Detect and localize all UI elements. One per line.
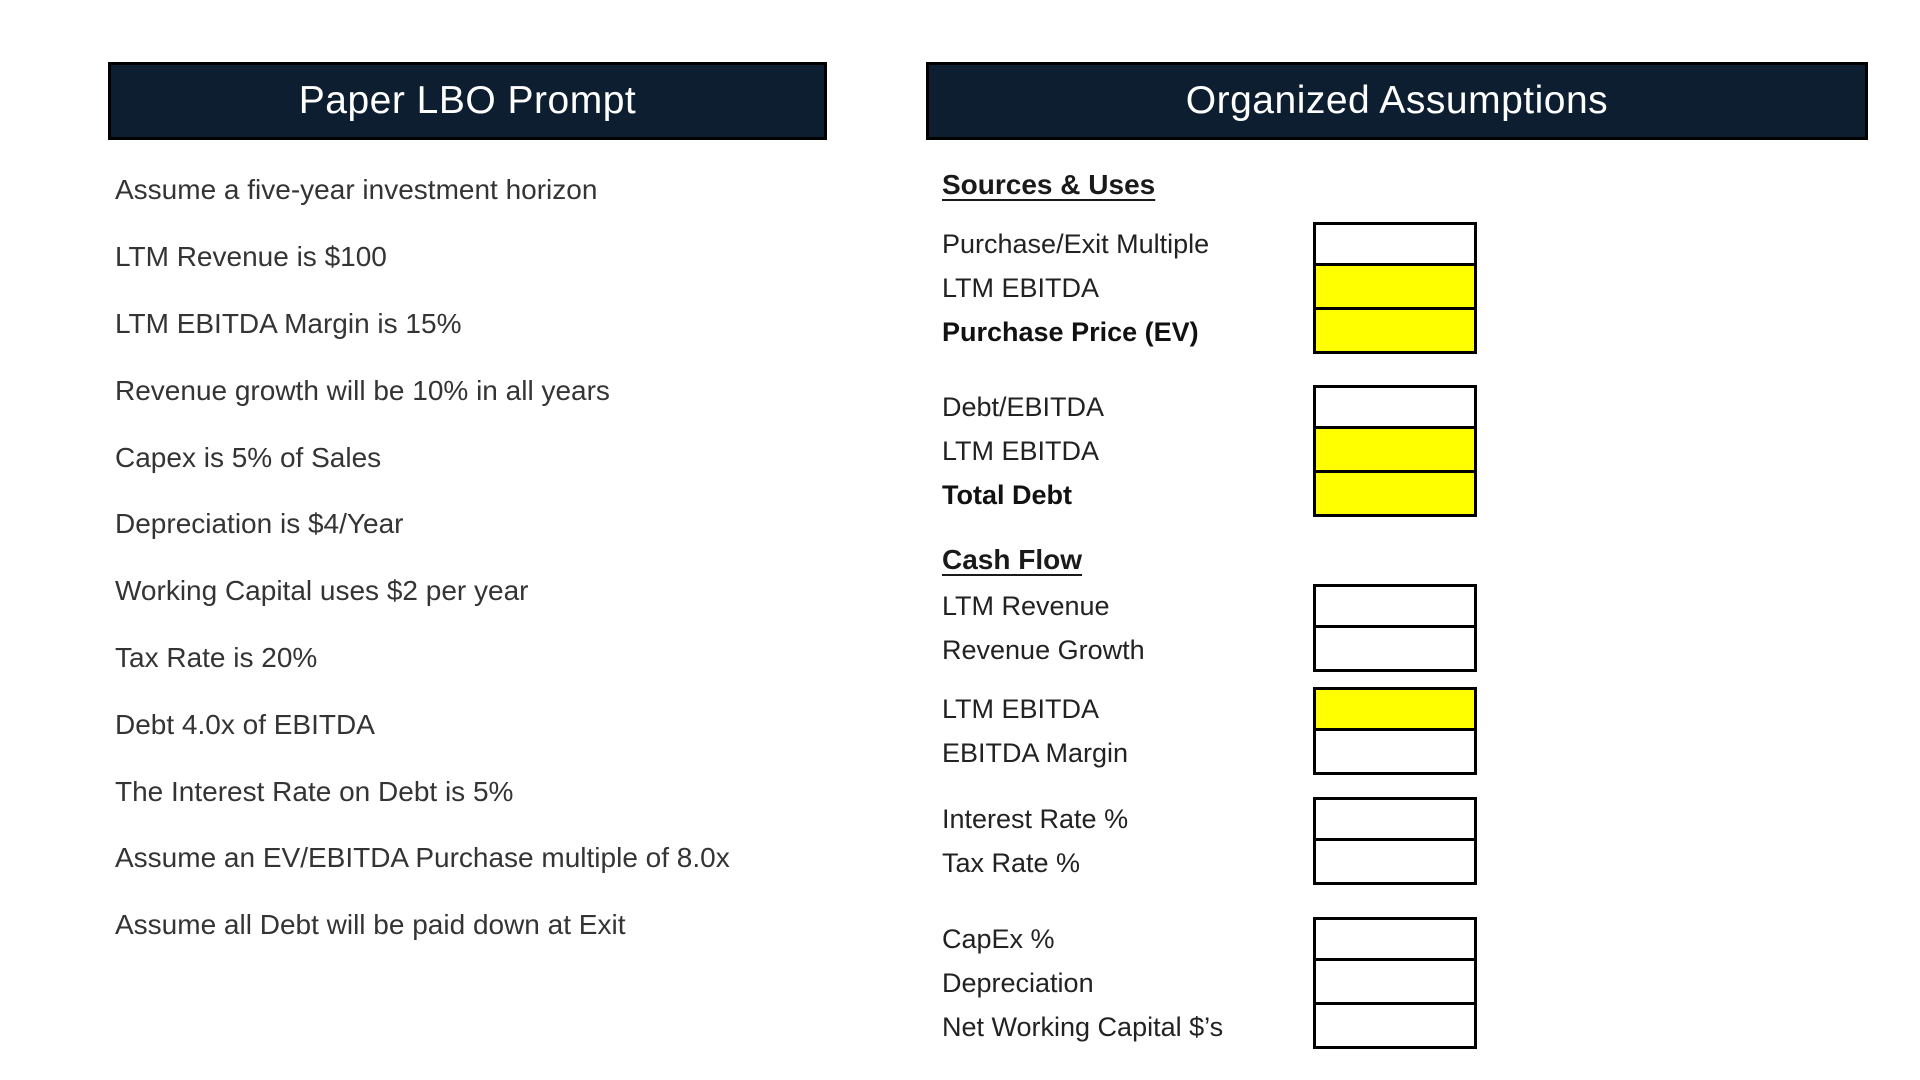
assumption-label: Total Debt bbox=[942, 479, 1072, 510]
cell-ltm-revenue[interactable] bbox=[1313, 584, 1477, 628]
assumption-label: Debt/EBITDA bbox=[942, 391, 1105, 422]
left-panel-title: Paper LBO Prompt bbox=[298, 79, 637, 122]
assumption-label: Interest Rate % bbox=[942, 803, 1129, 834]
label-column: Debt/EBITDA LTM EBITDA Total Debt bbox=[942, 385, 1313, 517]
cell-interest-rate[interactable] bbox=[1313, 797, 1477, 841]
prompt-item: Depreciation is $4/Year bbox=[115, 508, 404, 540]
assumption-group-ebitda: LTM EBITDA EBITDA Margin bbox=[942, 687, 1477, 775]
assumption-label: Tax Rate % bbox=[942, 847, 1081, 878]
cell-column bbox=[1313, 687, 1477, 775]
assumption-group-revenue: LTM Revenue Revenue Growth bbox=[942, 584, 1477, 672]
cell-ltm-ebitda-cashflow[interactable] bbox=[1313, 687, 1477, 731]
label-column: LTM EBITDA EBITDA Margin bbox=[942, 687, 1313, 775]
assumption-label: LTM EBITDA bbox=[942, 693, 1100, 724]
prompt-item: Working Capital uses $2 per year bbox=[115, 575, 529, 607]
cell-column bbox=[1313, 917, 1477, 1049]
cell-ebitda-margin[interactable] bbox=[1313, 731, 1477, 775]
assumption-group-debt: Debt/EBITDA LTM EBITDA Total Debt bbox=[942, 385, 1477, 517]
assumption-group-purchase: Purchase/Exit Multiple LTM EBITDA Purcha… bbox=[942, 222, 1477, 354]
cell-revenue-growth[interactable] bbox=[1313, 628, 1477, 672]
cell-ltm-ebitda-sources[interactable] bbox=[1313, 266, 1477, 310]
prompt-item: Assume a five-year investment horizon bbox=[115, 174, 598, 206]
cell-debt-ebitda[interactable] bbox=[1313, 385, 1477, 429]
label-column: CapEx % Depreciation Net Working Capital… bbox=[942, 917, 1313, 1049]
section-heading-sources-uses: Sources & Uses bbox=[942, 169, 1156, 200]
prompt-item: Capex is 5% of Sales bbox=[115, 441, 382, 473]
cell-total-debt[interactable] bbox=[1313, 473, 1477, 517]
assumption-label: LTM EBITDA bbox=[942, 435, 1100, 466]
cell-capex-percent[interactable] bbox=[1313, 917, 1477, 961]
assumption-label: LTM Revenue bbox=[942, 590, 1110, 621]
label-column: Interest Rate % Tax Rate % bbox=[942, 797, 1313, 885]
label-column: Purchase/Exit Multiple LTM EBITDA Purcha… bbox=[942, 222, 1313, 354]
prompt-item: Assume an EV/EBITDA Purchase multiple of… bbox=[115, 842, 730, 874]
assumption-group-rates: Interest Rate % Tax Rate % bbox=[942, 797, 1477, 885]
cell-purchase-exit-multiple[interactable] bbox=[1313, 222, 1477, 266]
label-column: LTM Revenue Revenue Growth bbox=[942, 584, 1313, 672]
cell-ltm-ebitda-debt[interactable] bbox=[1313, 429, 1477, 473]
assumption-group-capex: CapEx % Depreciation Net Working Capital… bbox=[942, 917, 1477, 1049]
cell-column bbox=[1313, 385, 1477, 517]
assumption-label: EBITDA Margin bbox=[942, 737, 1129, 768]
prompt-item: LTM EBITDA Margin is 15% bbox=[115, 307, 462, 339]
assumption-label: Net Working Capital $’s bbox=[942, 1011, 1224, 1042]
assumption-label: Revenue Growth bbox=[942, 634, 1145, 665]
cell-column bbox=[1313, 797, 1477, 885]
assumption-label: Purchase/Exit Multiple bbox=[942, 228, 1210, 259]
cell-net-working-capital[interactable] bbox=[1313, 1005, 1477, 1049]
prompt-list: Assume a five-year investment horizon LT… bbox=[115, 157, 795, 959]
cell-tax-rate[interactable] bbox=[1313, 841, 1477, 885]
prompt-item: Tax Rate is 20% bbox=[115, 641, 318, 673]
right-panel-header: Organized Assumptions bbox=[926, 62, 1868, 140]
cell-column bbox=[1313, 222, 1477, 354]
assumption-label: LTM EBITDA bbox=[942, 272, 1100, 303]
cell-purchase-price-ev[interactable] bbox=[1313, 310, 1477, 354]
cell-column bbox=[1313, 584, 1477, 672]
right-panel-title: Organized Assumptions bbox=[1185, 79, 1609, 122]
cell-depreciation[interactable] bbox=[1313, 961, 1477, 1005]
prompt-item: Assume all Debt will be paid down at Exi… bbox=[115, 909, 626, 941]
prompt-item: The Interest Rate on Debt is 5% bbox=[115, 775, 514, 807]
prompt-item: LTM Revenue is $100 bbox=[115, 241, 387, 273]
section-heading-cash-flow: Cash Flow bbox=[942, 544, 1083, 575]
assumption-label: Purchase Price (EV) bbox=[942, 316, 1199, 347]
prompt-item: Revenue growth will be 10% in all years bbox=[115, 374, 610, 406]
assumption-label: CapEx % bbox=[942, 923, 1055, 954]
prompt-item: Debt 4.0x of EBITDA bbox=[115, 708, 375, 740]
left-panel-header: Paper LBO Prompt bbox=[108, 62, 827, 140]
assumption-label: Depreciation bbox=[942, 967, 1094, 998]
